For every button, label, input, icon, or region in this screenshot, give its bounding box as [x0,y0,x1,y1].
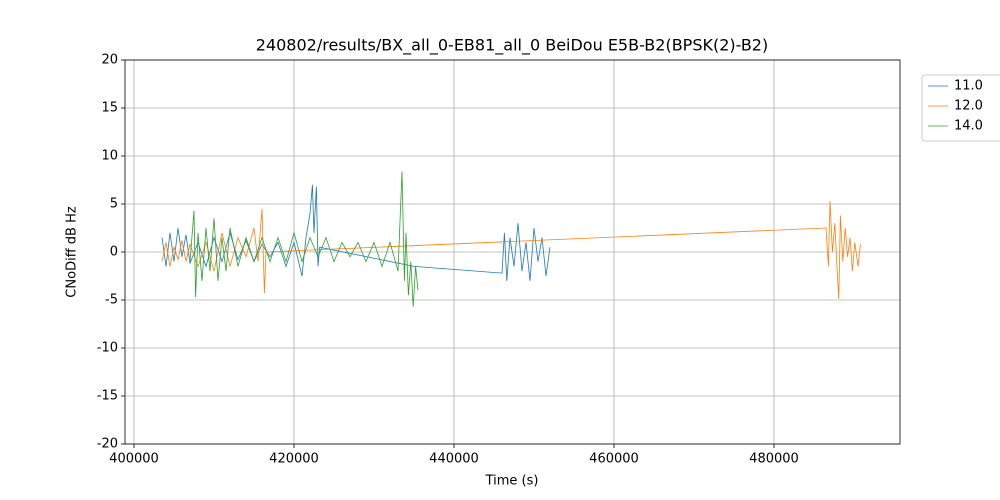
series-line [161,184,551,281]
x-tick-label: 440000 [429,452,479,467]
x-tick-label: 480000 [749,452,799,467]
legend-label: 12.0 [954,99,983,114]
y-tick-label: 0 [110,245,118,260]
series-line [161,201,861,300]
y-tick-label: -10 [97,341,118,356]
chart-title: 240802/results/BX_all_0-EB81_all_0 BeiDo… [256,36,768,56]
x-tick-label: 460000 [589,452,639,467]
plot-frame [124,59,901,445]
x-tick-label: 420000 [269,452,319,467]
x-axis-label: Time (s) [485,474,539,489]
y-tick-label: -15 [97,389,118,404]
y-tick-label: -20 [97,437,118,452]
y-tick-label: 20 [101,53,118,68]
series-line [189,171,419,307]
x-tick-label: 400000 [109,452,159,467]
y-axis-label: CNoDiff dB Hz [65,206,80,298]
legend-box [921,74,1000,142]
y-tick-label: -5 [105,293,118,308]
legend-label: 14.0 [954,119,983,134]
y-tick-label: 15 [101,101,118,116]
legend-label: 11.0 [954,79,983,94]
y-tick-label: 10 [101,149,118,164]
y-tick-label: 5 [110,197,118,212]
